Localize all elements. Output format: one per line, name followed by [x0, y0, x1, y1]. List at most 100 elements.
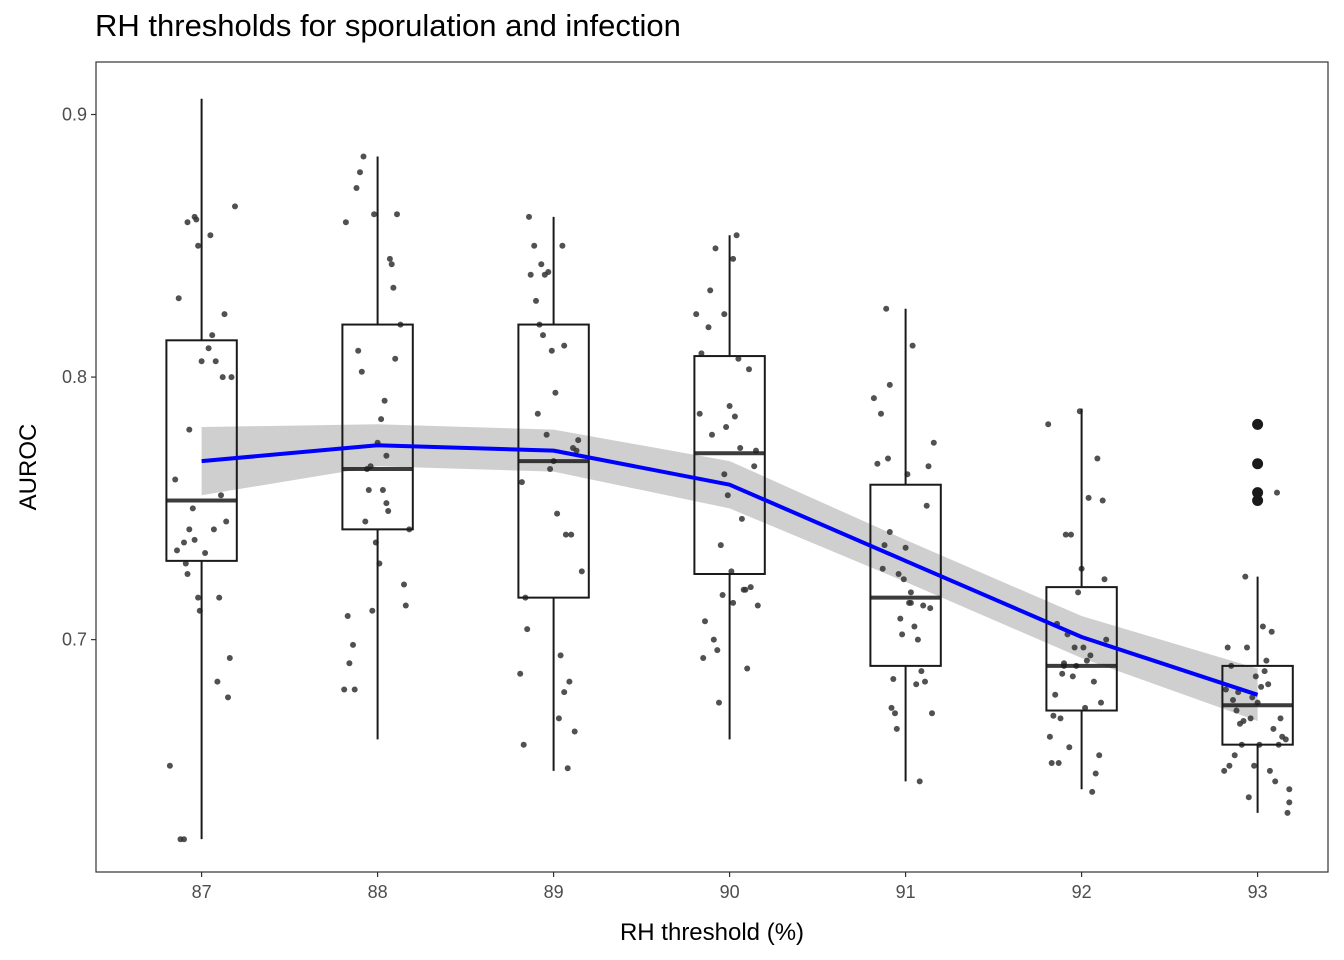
jitter-point — [930, 439, 937, 446]
jitter-point — [402, 602, 409, 609]
jitter-point — [533, 297, 539, 304]
jitter-point — [907, 589, 914, 596]
jitter-point — [1068, 531, 1074, 538]
jitter-point — [730, 255, 737, 262]
jitter-point — [893, 725, 900, 732]
jitter-point — [710, 636, 717, 643]
jitter-point — [1090, 678, 1097, 685]
jitter-point — [552, 389, 559, 396]
jitter-point — [386, 255, 393, 262]
outlier-point — [1252, 458, 1264, 470]
jitter-point — [1266, 767, 1273, 774]
jitter-point — [1098, 699, 1104, 706]
jitter-point — [189, 505, 196, 512]
jitter-point — [1085, 494, 1092, 501]
plot-panel-border — [95, 61, 1329, 873]
jitter-point — [716, 699, 722, 706]
jitter-point — [1083, 657, 1090, 664]
jitter-point — [920, 602, 927, 609]
jitter-point — [895, 571, 902, 577]
jitter-point — [1062, 531, 1069, 538]
jitter-point — [1245, 794, 1252, 801]
jitter-point — [538, 261, 545, 268]
jitter-point — [184, 219, 191, 226]
jitter-point — [394, 211, 400, 218]
jitter-point — [1270, 725, 1277, 732]
jitter-point — [209, 332, 216, 339]
jitter-point — [1048, 760, 1055, 766]
axes-layer: 0.7 0.8 0.9 87 88 89 90 91 92 93 — [62, 105, 1268, 902]
jitter-point — [172, 476, 179, 483]
jitter-point — [547, 466, 554, 472]
jitter-point — [360, 153, 367, 160]
jitter-point — [892, 710, 898, 717]
jitter-point — [724, 492, 731, 499]
jitter-point — [232, 203, 238, 210]
jitter-point — [1282, 736, 1289, 743]
jitter-point — [350, 641, 356, 648]
jitter-point — [737, 445, 744, 451]
jitter-point — [1066, 744, 1073, 751]
jitter-point — [181, 539, 187, 546]
jitter-point — [714, 647, 721, 654]
jitter-point — [1261, 668, 1268, 675]
jitter-point — [562, 531, 569, 538]
jitter-point — [923, 502, 930, 509]
jitter-point — [870, 395, 877, 402]
jitter-point — [568, 531, 575, 538]
jitter-point — [174, 547, 180, 554]
jitter-point — [927, 605, 934, 612]
jitter-point — [1247, 715, 1254, 722]
jitter-point — [925, 463, 932, 470]
y-tick-label: 0.8 — [62, 367, 87, 387]
jitter-point — [1052, 691, 1059, 698]
jitter-point — [341, 686, 348, 693]
jitter-point — [1274, 489, 1280, 496]
jitter-point — [1080, 644, 1087, 651]
jitter-point — [369, 607, 376, 614]
jitter-point — [733, 232, 740, 239]
jitter-point — [913, 681, 920, 688]
jitter-point — [1240, 718, 1247, 724]
jitter-point — [1249, 694, 1256, 701]
jitter-point — [730, 599, 737, 606]
jitter-point — [378, 416, 385, 423]
jitter-point — [1092, 770, 1099, 777]
jitter-point — [1268, 628, 1275, 635]
jitter-point — [555, 715, 562, 722]
jitter-point — [526, 213, 532, 220]
x-tick-label: 90 — [720, 882, 740, 902]
jitter-point — [731, 413, 738, 420]
jitter-point — [381, 397, 388, 404]
jitter-point — [518, 479, 525, 486]
jitter-point — [744, 665, 751, 672]
jitter-point — [922, 678, 928, 685]
box-iqr — [693, 355, 766, 575]
jitter-point — [385, 508, 392, 514]
y-axis-title: AUROC — [15, 424, 42, 511]
jitter-point — [1071, 644, 1078, 651]
jitter-point — [1224, 644, 1231, 651]
jitter-point — [557, 652, 564, 659]
trend-line — [201, 443, 1259, 697]
jitter-point — [344, 613, 351, 619]
jitter-point — [890, 676, 897, 682]
jitter-point — [210, 526, 217, 533]
jitter-point — [929, 710, 935, 717]
jitter-point — [696, 410, 703, 417]
jitter-point — [212, 358, 219, 365]
jitter-point — [1230, 697, 1236, 703]
jitter-point — [1057, 715, 1064, 722]
jitter-point — [1099, 497, 1106, 504]
jitter-point — [578, 568, 585, 575]
jitter-point — [916, 778, 923, 785]
jitter-point — [225, 694, 231, 701]
jitter-point — [746, 366, 752, 373]
jitter-point — [181, 836, 187, 843]
jitter-point — [1103, 636, 1110, 643]
jitter-point — [1263, 657, 1270, 664]
jitter-point — [1259, 623, 1266, 630]
jitter-point — [346, 660, 353, 667]
